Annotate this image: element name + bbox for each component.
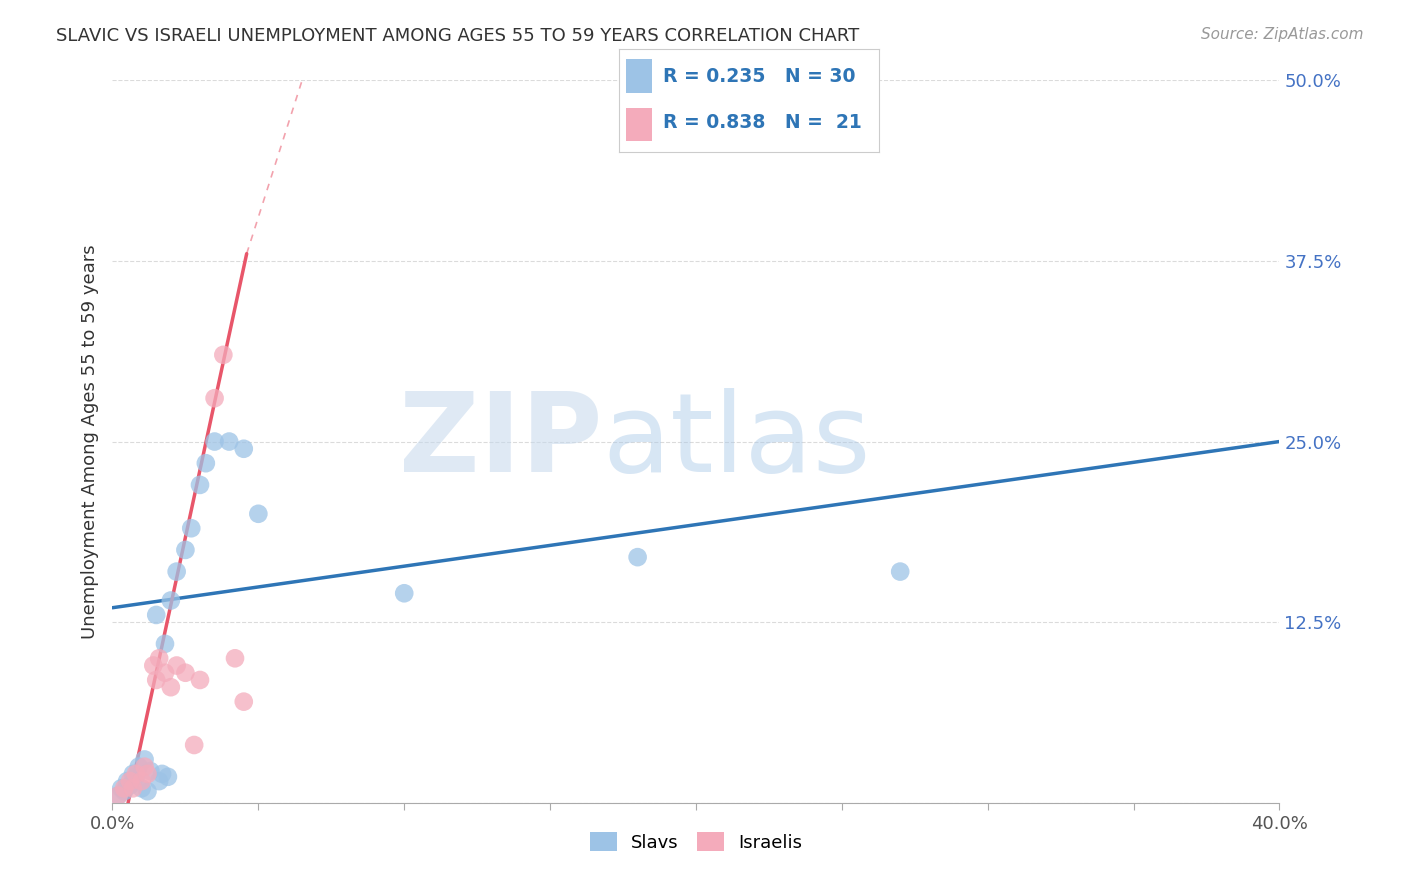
Point	[180, 521, 202, 535]
Point	[134, 752, 156, 766]
Text: R = 0.235   N = 30: R = 0.235 N = 30	[662, 67, 855, 87]
Text: Source: ZipAtlas.com: Source: ZipAtlas.com	[1201, 27, 1364, 42]
Point	[204, 391, 226, 405]
Point	[232, 442, 254, 456]
Point	[131, 774, 153, 789]
Point	[131, 781, 153, 796]
Point	[118, 779, 141, 793]
Point	[128, 760, 150, 774]
Point	[153, 665, 176, 680]
Point	[122, 781, 145, 796]
Point	[194, 456, 217, 470]
Point	[160, 593, 183, 607]
Point	[148, 774, 170, 789]
Point	[183, 738, 205, 752]
Point	[166, 658, 188, 673]
Point	[889, 565, 911, 579]
Point	[136, 784, 159, 798]
Point	[125, 767, 148, 781]
Point	[107, 789, 129, 803]
Point	[627, 550, 650, 565]
Point	[115, 774, 138, 789]
Point	[394, 586, 416, 600]
Point	[153, 637, 176, 651]
Point	[134, 760, 156, 774]
Point	[136, 767, 159, 781]
Point	[156, 770, 179, 784]
Point	[166, 565, 188, 579]
Point	[142, 658, 165, 673]
Point	[212, 348, 235, 362]
Point	[145, 607, 167, 622]
Point	[148, 651, 170, 665]
Y-axis label: Unemployment Among Ages 55 to 59 years: Unemployment Among Ages 55 to 59 years	[80, 244, 98, 639]
Point	[112, 784, 135, 798]
Point	[110, 781, 132, 796]
FancyBboxPatch shape	[627, 108, 652, 141]
Point	[139, 764, 162, 778]
Point	[204, 434, 226, 449]
FancyBboxPatch shape	[627, 60, 652, 93]
Point	[122, 767, 145, 781]
Point	[174, 542, 197, 557]
Point	[160, 680, 183, 694]
Point	[125, 770, 148, 784]
Point	[107, 789, 129, 803]
Legend: Slavs, Israelis: Slavs, Israelis	[582, 825, 810, 859]
Point	[188, 673, 211, 687]
Text: atlas: atlas	[603, 388, 872, 495]
Point	[150, 767, 173, 781]
Point	[118, 774, 141, 789]
Point	[112, 781, 135, 796]
Text: SLAVIC VS ISRAELI UNEMPLOYMENT AMONG AGES 55 TO 59 YEARS CORRELATION CHART: SLAVIC VS ISRAELI UNEMPLOYMENT AMONG AGE…	[56, 27, 859, 45]
Text: R = 0.838   N =  21: R = 0.838 N = 21	[662, 113, 862, 132]
Point	[145, 673, 167, 687]
Point	[224, 651, 246, 665]
Text: ZIP: ZIP	[399, 388, 603, 495]
Point	[247, 507, 270, 521]
Point	[188, 478, 211, 492]
Point	[232, 695, 254, 709]
Point	[174, 665, 197, 680]
Point	[218, 434, 240, 449]
